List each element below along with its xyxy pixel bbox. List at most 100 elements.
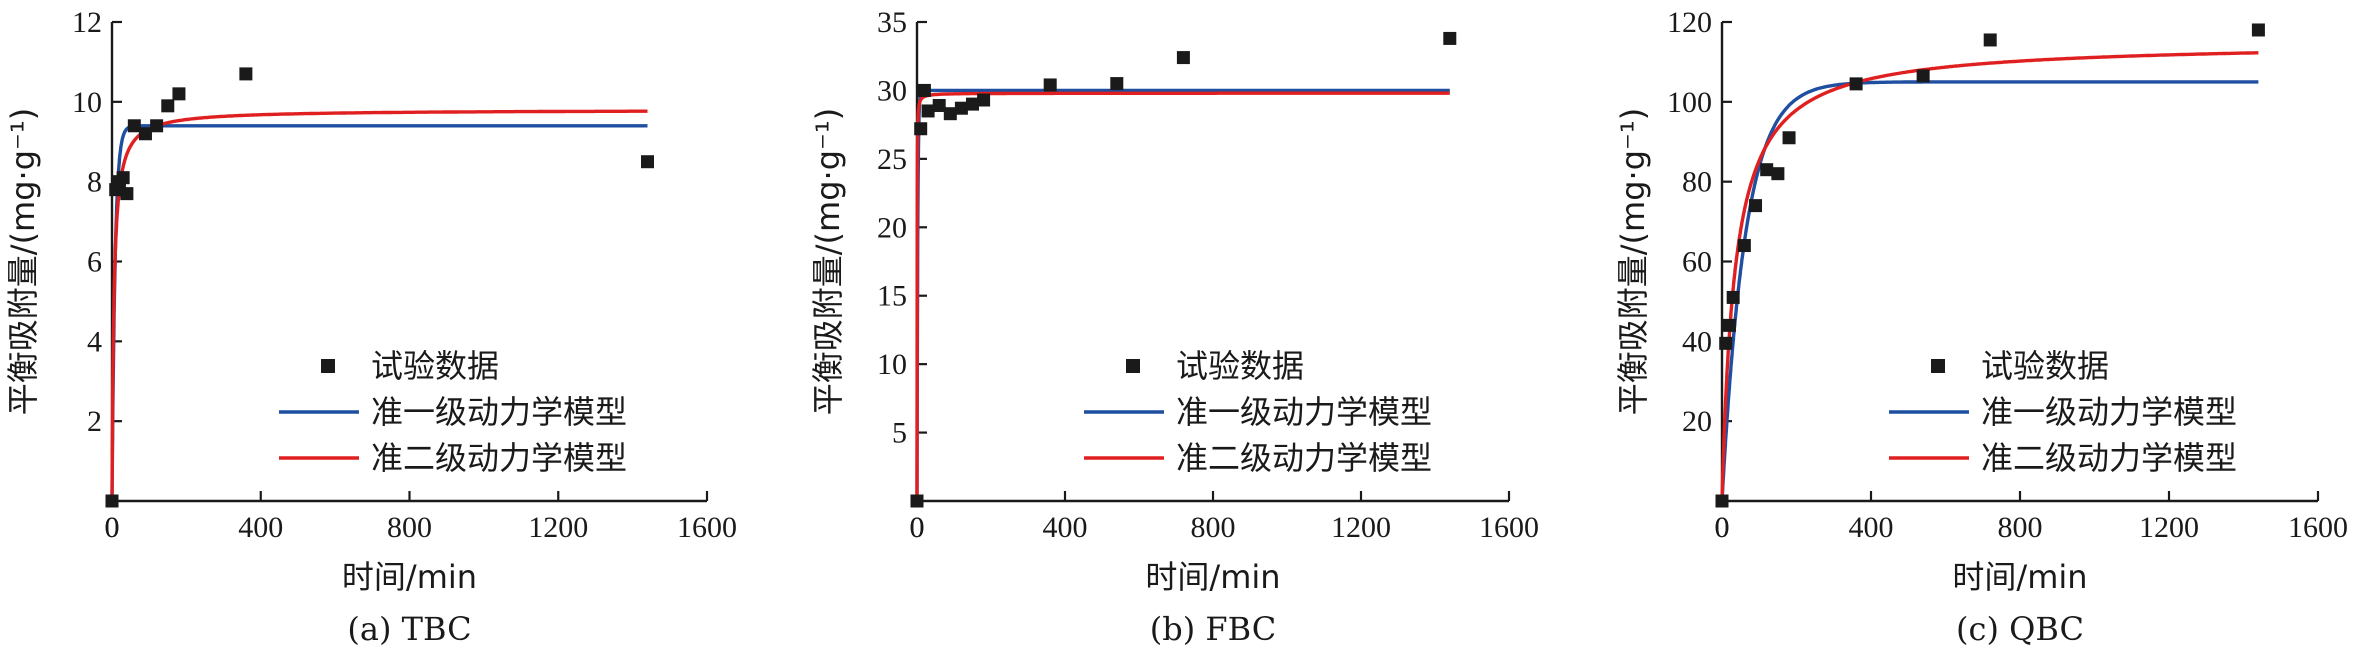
- panel-caption: (b) FBC: [1150, 610, 1276, 648]
- data-point: [1176, 51, 1190, 65]
- data-point: [105, 494, 119, 508]
- x-tick-label: 1200: [528, 511, 588, 544]
- data-point: [1916, 69, 1930, 83]
- data-point: [116, 171, 130, 185]
- y-tick-label: 25: [877, 143, 907, 176]
- panel-caption: (c) QBC: [1956, 610, 2084, 648]
- data-point: [914, 122, 928, 136]
- legend-marker-data: [1931, 359, 1945, 373]
- data-point: [150, 119, 164, 133]
- data-point: [2251, 23, 2265, 37]
- legend-label-pfo: 准一级动力学模型: [371, 393, 627, 431]
- data-point: [161, 99, 175, 113]
- legend-label-data: 试验数据: [1981, 347, 2109, 385]
- y-tick-label: 10: [877, 348, 907, 381]
- data-point: [641, 155, 654, 169]
- x-axis-title: 时间/min: [1952, 558, 2087, 596]
- legend-label-pso: 准二级动力学模型: [1176, 439, 1432, 477]
- x-tick-label: 0: [105, 511, 120, 544]
- x-tick-label: 1600: [677, 511, 737, 544]
- y-tick-label: 6: [87, 246, 102, 279]
- x-tick-label-origin: 0: [105, 511, 120, 544]
- data-point: [172, 87, 186, 101]
- data-point: [138, 127, 152, 141]
- data-point: [127, 119, 141, 133]
- data-point: [917, 83, 931, 97]
- y-tick-label: 30: [877, 74, 907, 107]
- legend-label-data: 试验数据: [371, 347, 499, 385]
- pfo-model-curve: [110, 124, 648, 502]
- data-point: [1760, 163, 1774, 177]
- x-tick-label: 800: [1191, 511, 1236, 544]
- y-tick-label: 120: [1667, 6, 1712, 39]
- y-axis-title: 平衡吸附量/(mg·g⁻¹): [4, 108, 42, 415]
- x-tick-label: 400: [1043, 511, 1088, 544]
- data-point: [1782, 131, 1796, 145]
- data-point: [1771, 167, 1785, 181]
- x-tick-label-origin: 0: [910, 511, 925, 544]
- data-point: [954, 101, 968, 115]
- data-point: [921, 104, 935, 118]
- y-tick-label: 20: [877, 211, 907, 244]
- x-tick-label: 400: [238, 511, 283, 544]
- data-point: [1726, 290, 1740, 304]
- pso-model-curve: [1720, 51, 2259, 502]
- data-point: [1849, 77, 1863, 91]
- y-tick-label: 8: [87, 166, 102, 199]
- pso-model-curve: [915, 91, 1450, 502]
- data-point: [1722, 318, 1736, 332]
- data-point: [910, 494, 924, 508]
- y-tick-label: 15: [877, 280, 907, 313]
- y-tick-label: 40: [1682, 325, 1712, 358]
- y-tick-label: 5: [892, 417, 907, 450]
- data-point: [966, 97, 979, 111]
- x-axis-title: 时间/min: [1145, 558, 1280, 596]
- y-tick-label: 60: [1682, 246, 1712, 279]
- x-tick-label: 800: [387, 511, 432, 544]
- x-tick-label: 0: [910, 511, 925, 544]
- data-point: [932, 98, 946, 112]
- x-tick-label: 1600: [2288, 511, 2348, 544]
- x-tick-label-origin: 0: [1715, 511, 1730, 544]
- data-point: [1715, 494, 1729, 508]
- y-tick-label: 12: [72, 6, 102, 39]
- x-tick-label: 0: [1715, 511, 1730, 544]
- data-point: [977, 93, 991, 107]
- data-point: [1443, 31, 1457, 45]
- legend-label-pfo: 准一级动力学模型: [1176, 393, 1432, 431]
- data-point: [1737, 239, 1751, 253]
- y-tick-label: 10: [72, 86, 102, 119]
- legend-label-data: 试验数据: [1176, 347, 1304, 385]
- data-point: [943, 107, 957, 121]
- pfo-model-curve: [1720, 80, 2259, 502]
- data-point: [1983, 33, 1997, 47]
- legend-label-pso: 准二级动力学模型: [371, 439, 627, 477]
- x-axis-title: 时间/min: [342, 558, 477, 596]
- legend-marker-data: [1126, 359, 1140, 373]
- y-tick-label: 2: [87, 405, 102, 438]
- x-tick-label: 1600: [1479, 511, 1539, 544]
- legend-label-pso: 准二级动力学模型: [1981, 439, 2237, 477]
- x-tick-label: 800: [1998, 511, 2043, 544]
- legend-label-pfo: 准一级动力学模型: [1981, 393, 2237, 431]
- y-axis-title: 平衡吸附量/(mg·g⁻¹): [809, 108, 847, 415]
- data-point: [1110, 77, 1124, 91]
- x-tick-label: 1200: [2139, 511, 2199, 544]
- data-point: [1719, 336, 1733, 350]
- data-point: [1043, 78, 1057, 92]
- x-tick-label: 1200: [1331, 511, 1391, 544]
- y-axis-title: 平衡吸附量/(mg·g⁻¹): [1614, 108, 1652, 415]
- data-point: [120, 187, 134, 201]
- y-tick-label: 35: [877, 6, 907, 39]
- pfo-model-curve: [915, 88, 1450, 502]
- chart-panel-2: 0 400 800 1200 160051015202530350时间/min平衡吸附量…: [809, 6, 1539, 648]
- y-tick-label: 20: [1682, 405, 1712, 438]
- panel-caption: (a) TBC: [347, 610, 471, 648]
- chart-panel-1: 0 400 800 1200 1600246810120时间/min平衡吸附量/(mg·…: [4, 6, 737, 648]
- legend-marker-data: [321, 359, 335, 373]
- data-point: [1749, 199, 1763, 213]
